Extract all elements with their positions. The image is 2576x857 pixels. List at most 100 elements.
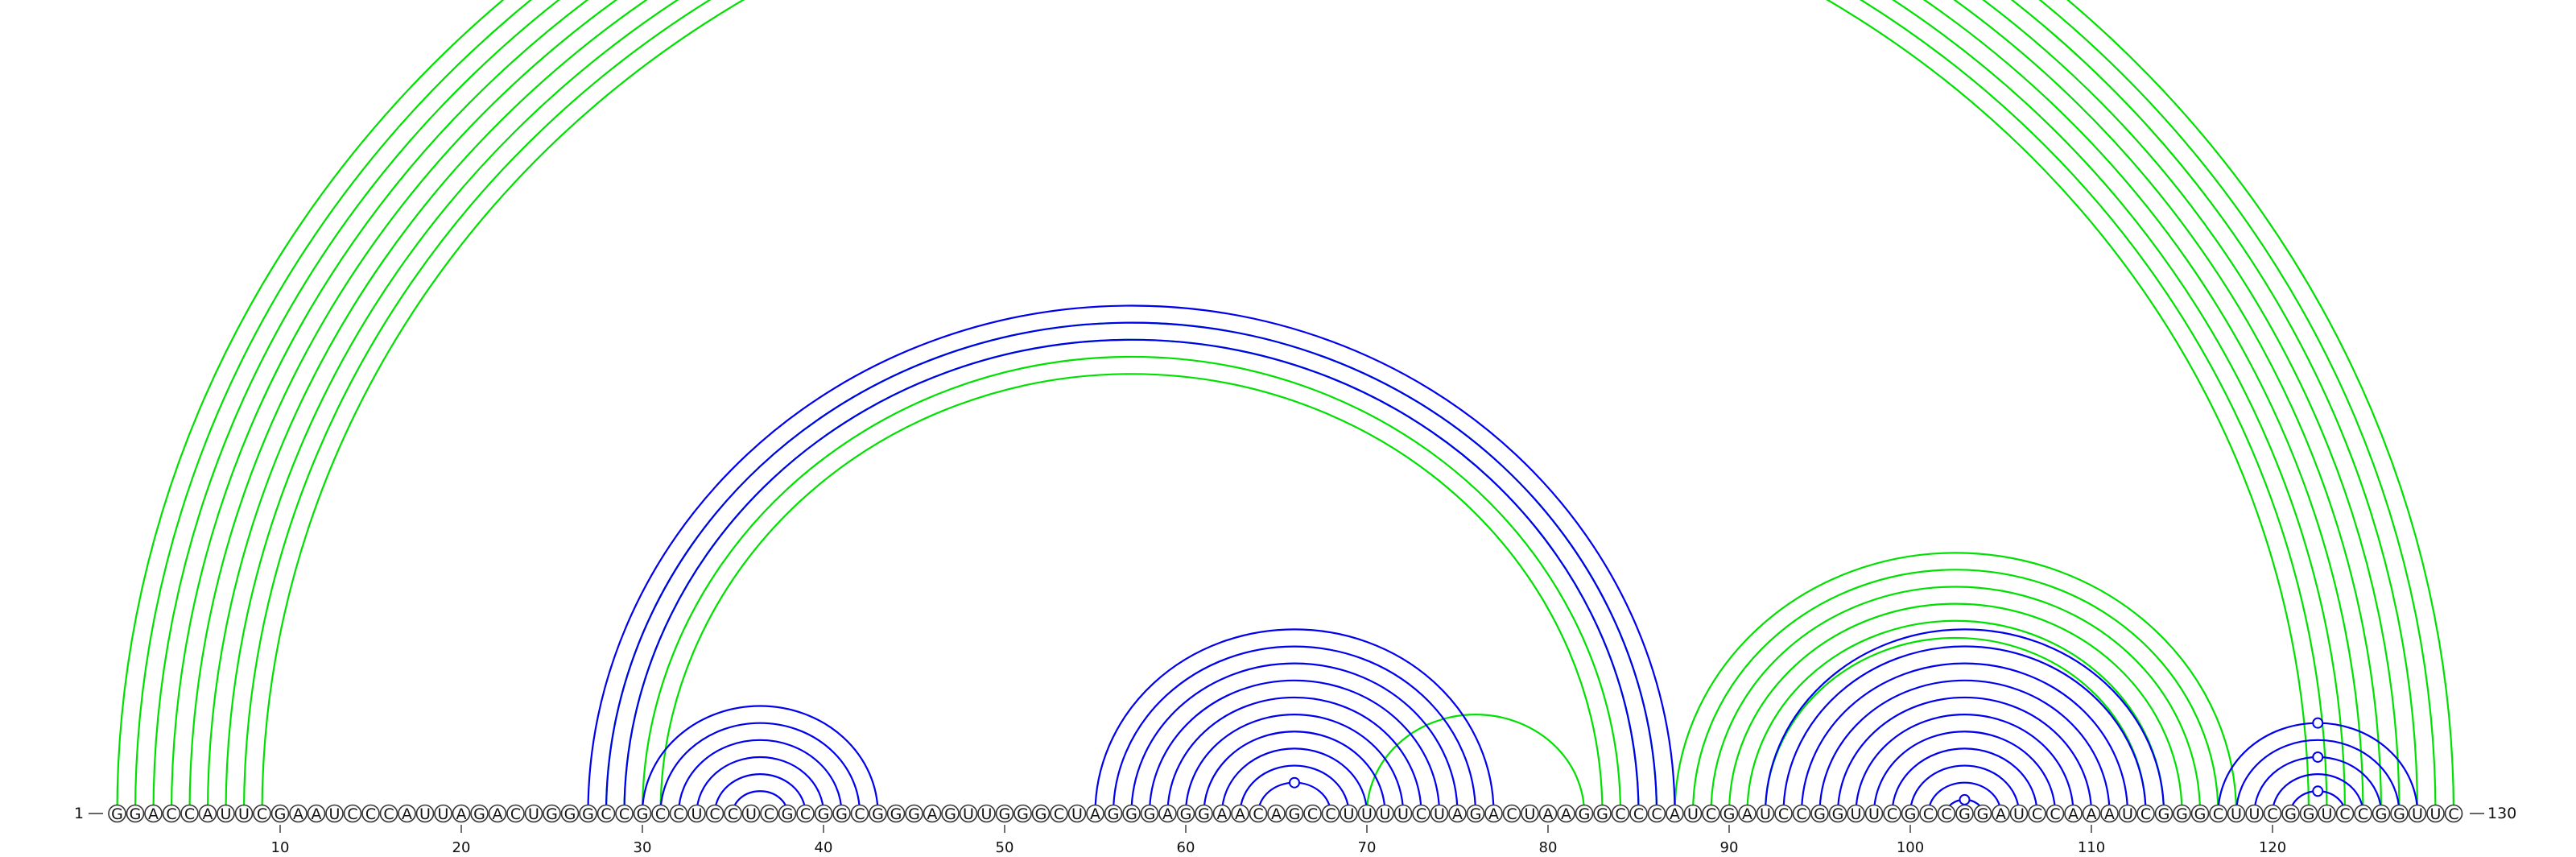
axis-tick-label: 60: [1177, 839, 1195, 856]
nucleotide-letter: U: [2430, 805, 2442, 823]
nucleotide-letter: C: [728, 805, 738, 823]
nucleotide-letter: G: [2393, 805, 2405, 823]
nucleotide-letter: G: [275, 805, 287, 823]
nucleotide: U: [234, 804, 254, 823]
loop-marker: [2312, 751, 2324, 763]
nucleotide-letter: U: [691, 805, 703, 823]
axis-tick-label: 20: [452, 839, 471, 856]
nucleotide: C: [651, 804, 670, 823]
green-arc-8-123: [242, 0, 2328, 814]
nucleotide-letter: G: [637, 805, 649, 823]
blue-arc-32-41: [677, 739, 843, 814]
nucleotide: C: [180, 804, 199, 823]
axis-tick-label: 10: [271, 839, 290, 856]
nucleotide: G: [1104, 804, 1123, 823]
nucleotide-letter: C: [184, 805, 195, 823]
nucleotide: C: [724, 804, 742, 823]
nucleotide-letter: U: [963, 805, 974, 823]
blue-arc-92-114: [1764, 628, 2165, 814]
nucleotide-letter: A: [1543, 805, 1554, 823]
nucleotide: U: [1067, 804, 1087, 823]
nucleotide-letter: C: [2358, 805, 2368, 823]
nucleotide-letter: A: [1670, 805, 1680, 823]
axis-tick-label: 40: [815, 839, 833, 856]
nucleotide-letter: G: [999, 805, 1011, 823]
green-arc-2-129: [134, 0, 2437, 814]
nucleotide-letter: A: [2104, 805, 2115, 823]
nucleotide: C: [2444, 804, 2463, 823]
blue-arc-59-73: [1166, 696, 1422, 814]
nucleotide: A: [1212, 804, 1232, 823]
nucleotide: U: [2426, 804, 2445, 823]
nucleotide: A: [1666, 804, 1684, 823]
green-arc-3-128: [152, 0, 2419, 814]
loop-marker: [2312, 717, 2324, 729]
nucleotide-letter: U: [419, 805, 431, 823]
nucleotide-letter: G: [908, 805, 920, 823]
nucleotide-letter: G: [2303, 805, 2315, 823]
nucleotide-letter: C: [1633, 805, 1644, 823]
nucleotide: U: [1340, 804, 1358, 823]
nucleotide-letter: A: [293, 805, 303, 823]
nucleotide-letter: U: [1380, 805, 1391, 823]
nucleotide: A: [1448, 804, 1467, 823]
nucleotide-letter: G: [2158, 805, 2170, 823]
nucleotide-letter: C: [2140, 805, 2151, 823]
nucleotide-letter: C: [1416, 805, 1426, 823]
blue-arc-55-77: [1094, 628, 1495, 814]
nucleotide-letter: C: [854, 805, 865, 823]
nucleotide-letter: U: [1361, 805, 1373, 823]
nucleotide: C: [343, 804, 362, 823]
nucleotide-letter: A: [927, 805, 938, 823]
nucleotide-letter: C: [1778, 805, 1789, 823]
nucleotide: G: [1140, 804, 1159, 823]
blue-arc-56-76: [1112, 645, 1477, 814]
blue-arc-96-110: [1836, 696, 2093, 814]
nucleotide: U: [2408, 804, 2427, 823]
nucleotide: U: [217, 804, 235, 823]
nucleotide-letter: A: [1488, 805, 1499, 823]
nucleotide: C: [506, 804, 525, 823]
nucleotide-letter: C: [601, 805, 611, 823]
nucleotide: C: [1321, 804, 1340, 823]
nucleotide-letter: C: [1253, 805, 1263, 823]
axis-tick-label: 90: [1720, 839, 1739, 856]
nucleotide: G: [470, 804, 489, 823]
nucleotide: G: [1593, 804, 1612, 823]
nucleotide-letter: C: [1796, 805, 1806, 823]
nucleotide: C: [2028, 804, 2046, 823]
nucleotide-letter: C: [655, 805, 666, 823]
nucleotide: G: [941, 804, 960, 823]
nucleotide: C: [253, 804, 271, 823]
nucleotide-letter: U: [438, 805, 449, 823]
nucleotide-letter: G: [2176, 805, 2188, 823]
nucleotide-letter: U: [2231, 805, 2242, 823]
nucleotide-letter: G: [130, 805, 142, 823]
nucleotide: U: [687, 804, 706, 823]
nucleotide-letter: C: [1887, 805, 1897, 823]
nucleotide-letter: A: [1452, 805, 1463, 823]
nucleotide-letter: C: [1651, 805, 1662, 823]
nucleotide-letter: G: [2194, 805, 2207, 823]
nucleotide-letter: C: [673, 805, 683, 823]
axis-tick-label: 70: [1358, 839, 1377, 856]
nucleotide: U: [2118, 804, 2137, 823]
nucleotide: U: [1393, 804, 1413, 823]
nucleotide: G: [1575, 804, 1594, 823]
green-arc-31-83: [659, 373, 1604, 814]
nucleotide: A: [452, 804, 471, 823]
nucleotide: G: [869, 804, 887, 823]
nucleotide: A: [1484, 804, 1503, 823]
nucleotide-letter: G: [2285, 805, 2297, 823]
nucleotide-letter: G: [1125, 805, 1137, 823]
nucleotide-letter: C: [2213, 805, 2223, 823]
green-arc-90-115: [1728, 602, 2183, 814]
green-arc-87-118: [1674, 552, 2238, 814]
nucleotide: U: [2009, 804, 2029, 823]
nucleotide: G: [2390, 804, 2409, 823]
nucleotide: U: [415, 804, 435, 823]
nucleotide-letter: G: [872, 805, 884, 823]
nucleotide: G: [778, 804, 797, 823]
nucleotide-letter: G: [2376, 805, 2388, 823]
